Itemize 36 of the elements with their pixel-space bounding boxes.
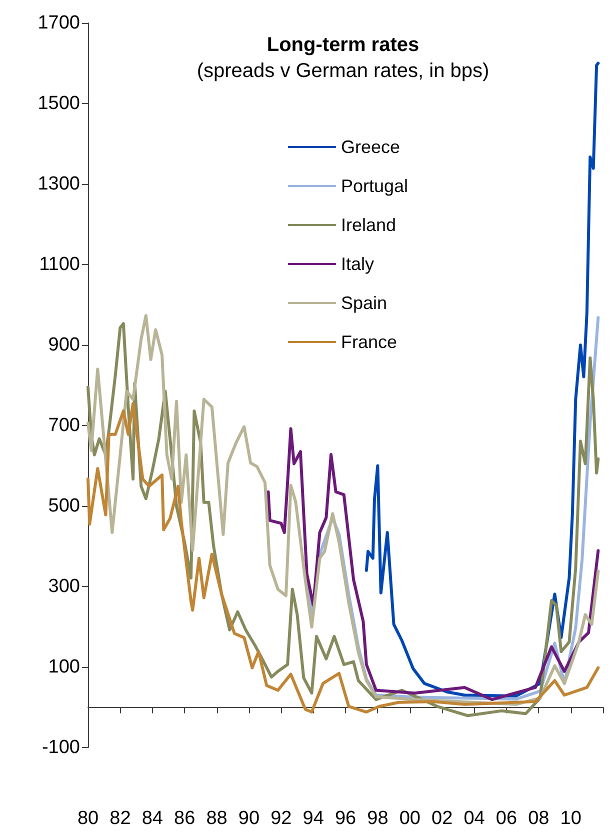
x-tick-label: 80 (77, 808, 99, 829)
x-tick-label: 00 (399, 808, 420, 829)
y-tick-label: 300 (48, 576, 80, 597)
x-tick-label: 08 (528, 808, 550, 829)
y-tick-label: 100 (48, 656, 80, 678)
y-tick-label: -100 (42, 736, 80, 758)
y-tick-label: 1100 (39, 254, 80, 275)
x-tick-label: 90 (238, 808, 260, 829)
legend-label: France (340, 332, 397, 352)
y-tick-label: 1300 (38, 173, 80, 194)
y-tick-label: 1500 (38, 92, 80, 114)
x-tick-label: 98 (367, 808, 388, 829)
x-tick-label: 84 (142, 808, 164, 829)
legend-label: Greece (340, 137, 400, 157)
x-tick-label: 86 (174, 808, 196, 829)
y-tick-label: 700 (48, 414, 80, 436)
x-tick-label: 88 (206, 808, 228, 829)
y-tick-label: 1700 (38, 12, 80, 34)
x-tick-label: 10 (560, 808, 582, 829)
y-tick-label: 500 (48, 495, 80, 516)
x-tick-label: 04 (464, 808, 486, 829)
x-tick-label: 92 (270, 808, 292, 829)
line-series (86, 402, 600, 714)
x-tick-label: 02 (431, 808, 453, 829)
x-tick-label: 94 (302, 808, 324, 829)
x-tick-label: 82 (110, 808, 131, 829)
text: (spreads v German rates, in bps) (196, 60, 490, 82)
legend-label: Portugal (340, 176, 408, 196)
y-tick-label: 900 (48, 334, 80, 356)
legend-label: Spain (340, 293, 388, 313)
x-tick-label: 06 (496, 808, 518, 829)
text: Long-term rates (266, 34, 420, 56)
x-tick-label: 96 (334, 808, 356, 829)
line-series (266, 427, 600, 702)
legend-label: Italy (340, 254, 374, 274)
legend-label: Ireland (340, 215, 396, 235)
